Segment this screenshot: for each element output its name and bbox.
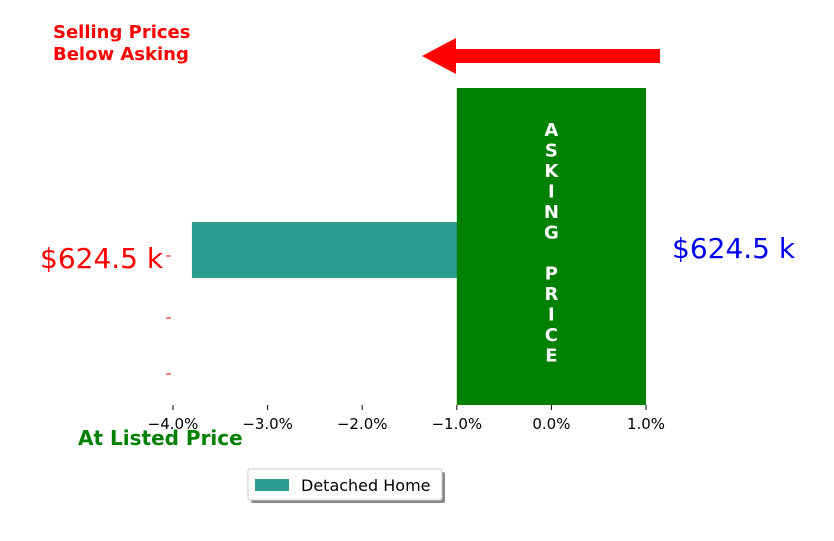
asking-band-letter: K bbox=[544, 161, 559, 182]
x-tick-label: −2.0% bbox=[337, 415, 388, 433]
asking-band-letter: N bbox=[544, 202, 559, 223]
legend: Detached Home bbox=[247, 468, 445, 503]
asking-price-band bbox=[456, 88, 646, 405]
at-listed-price-label: At Listed Price bbox=[78, 426, 243, 450]
x-tick-label: 0.0% bbox=[532, 415, 570, 433]
x-tick-label: −4.0% bbox=[148, 415, 199, 433]
asking-band-letter: A bbox=[544, 120, 558, 141]
asking-band-letter: G bbox=[544, 223, 559, 244]
legend-swatch bbox=[255, 479, 289, 491]
x-tick-label: −3.0% bbox=[242, 415, 293, 433]
legend-box bbox=[247, 468, 443, 501]
asking-price-label: $624.5 k bbox=[672, 232, 796, 265]
left-arrow-icon bbox=[422, 38, 660, 74]
x-tick-label: 1.0% bbox=[627, 415, 665, 433]
asking-band-letter: I bbox=[548, 305, 555, 326]
asking-band-letter: E bbox=[545, 346, 557, 367]
asking-band-letter: P bbox=[545, 264, 558, 285]
legend-label: Detached Home bbox=[301, 476, 431, 495]
asking-band-letter: R bbox=[544, 284, 558, 305]
x-tick-label: −1.0% bbox=[431, 415, 482, 433]
asking-band-letter: S bbox=[545, 141, 558, 162]
asking-band-letter: C bbox=[545, 325, 558, 346]
asking-band-letter: I bbox=[548, 182, 555, 203]
below-asking-line1: Selling Prices bbox=[53, 22, 190, 43]
selling-price-label: $624.5 k bbox=[40, 242, 164, 275]
below-asking-line2: Below Asking bbox=[53, 44, 189, 65]
